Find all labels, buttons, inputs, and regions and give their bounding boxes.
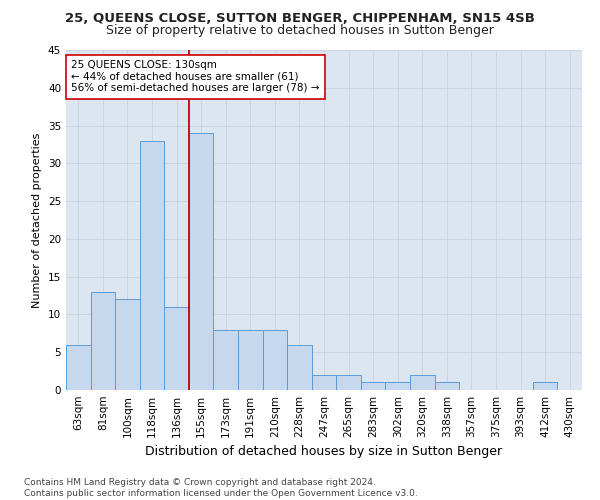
- Bar: [115, 300, 140, 390]
- X-axis label: Distribution of detached houses by size in Sutton Benger: Distribution of detached houses by size …: [145, 446, 503, 458]
- Bar: [312, 375, 336, 390]
- Text: 25, QUEENS CLOSE, SUTTON BENGER, CHIPPENHAM, SN15 4SB: 25, QUEENS CLOSE, SUTTON BENGER, CHIPPEN…: [65, 12, 535, 26]
- Bar: [164, 307, 189, 390]
- Text: 25 QUEENS CLOSE: 130sqm
← 44% of detached houses are smaller (61)
56% of semi-de: 25 QUEENS CLOSE: 130sqm ← 44% of detache…: [71, 60, 320, 94]
- Y-axis label: Number of detached properties: Number of detached properties: [32, 132, 43, 308]
- Bar: [361, 382, 385, 390]
- Bar: [140, 140, 164, 390]
- Bar: [385, 382, 410, 390]
- Bar: [533, 382, 557, 390]
- Text: Size of property relative to detached houses in Sutton Benger: Size of property relative to detached ho…: [106, 24, 494, 37]
- Bar: [214, 330, 238, 390]
- Bar: [287, 344, 312, 390]
- Bar: [434, 382, 459, 390]
- Bar: [238, 330, 263, 390]
- Bar: [189, 133, 214, 390]
- Bar: [91, 292, 115, 390]
- Bar: [336, 375, 361, 390]
- Bar: [263, 330, 287, 390]
- Bar: [66, 344, 91, 390]
- Text: Contains HM Land Registry data © Crown copyright and database right 2024.
Contai: Contains HM Land Registry data © Crown c…: [24, 478, 418, 498]
- Bar: [410, 375, 434, 390]
